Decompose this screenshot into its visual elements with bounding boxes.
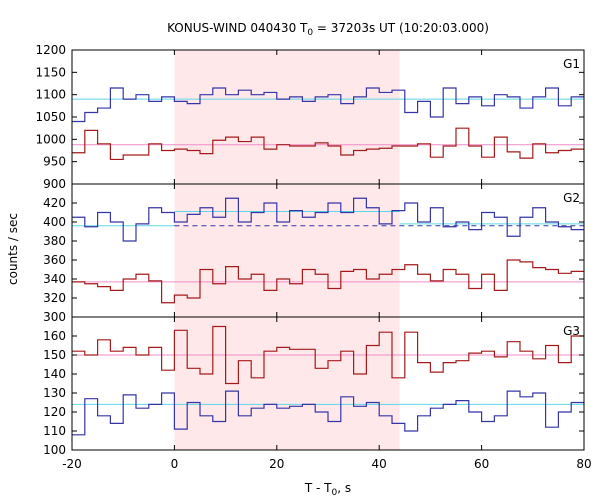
y-tick-label: 100 (43, 443, 66, 457)
y-tick-label: 130 (43, 386, 66, 400)
x-tick-label: 20 (269, 457, 284, 471)
y-tick-label: 900 (43, 177, 66, 191)
light-curve-series (72, 325, 584, 385)
chart-title: KONUS-WIND 040430 T0 = 37203s UT (10:20:… (167, 21, 489, 38)
panel-label: G3 (563, 324, 580, 338)
y-tick-label: 1000 (35, 132, 66, 146)
y-tick-label: 360 (43, 253, 66, 267)
y-tick-label: 1200 (35, 43, 66, 57)
light-curve-series (72, 197, 584, 242)
panel-label: G2 (563, 191, 580, 205)
y-tick-label: 140 (43, 367, 66, 381)
y-tick-label: 110 (43, 424, 66, 438)
y-tick-label: 150 (43, 348, 66, 362)
y-tick-label: 160 (43, 329, 66, 343)
panel-g3: 100 110 120 130 140 150 160 G3 (43, 316, 585, 457)
light-curve-series (72, 127, 584, 161)
x-tick-label: 0 (171, 457, 179, 471)
y-tick-label: 400 (43, 215, 66, 229)
x-tick-label: 60 (474, 457, 489, 471)
light-curve-series (72, 87, 584, 123)
y-tick-label: 120 (43, 405, 66, 419)
x-axis-label: T - T0, s (304, 481, 351, 498)
light-curve-series (72, 259, 584, 304)
panel-frame (71, 316, 585, 451)
y-tick-label: 1050 (35, 110, 66, 124)
y-tick-label: 340 (43, 272, 66, 286)
light-curve-series (72, 390, 584, 436)
burst-interval-shading (174, 50, 400, 450)
panel-label: G1 (563, 57, 580, 71)
y-tick-label: 420 (43, 196, 66, 210)
x-tick-label: 80 (576, 457, 591, 471)
y-axis-label: counts / sec (6, 213, 20, 285)
x-tick-label: -20 (62, 457, 82, 471)
y-tick-label: 320 (43, 291, 66, 305)
panel-g2: 300 320 340 360 380 400 420 G2 (43, 183, 585, 324)
y-tick-label: 380 (43, 234, 66, 248)
y-tick-label: 300 (43, 310, 66, 324)
y-tick-label: 1100 (35, 88, 66, 102)
x-tick-label: 40 (372, 457, 387, 471)
plot-area: 90095010001050110011501200G1300320340360… (35, 43, 591, 471)
y-tick-label: 950 (43, 155, 66, 169)
y-tick-label: 1150 (35, 65, 66, 79)
